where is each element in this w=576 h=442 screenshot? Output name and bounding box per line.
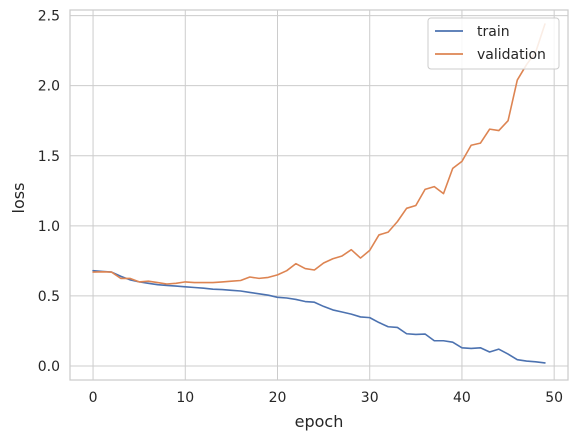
- x-tick-label: 20: [269, 390, 287, 406]
- grid: [70, 10, 568, 380]
- plot-frame: [69, 9, 569, 381]
- y-axis-label: loss: [9, 183, 28, 214]
- series-line-train: [92, 269, 546, 364]
- legend-label-validation: validation: [477, 47, 546, 63]
- legend: train validation: [427, 17, 560, 70]
- legend-label-train: train: [477, 24, 510, 40]
- y-tick-label: 2.0: [38, 79, 60, 95]
- x-tick-label: 30: [361, 390, 379, 406]
- x-tick-label: 10: [176, 390, 194, 406]
- x-tick-label: 40: [453, 390, 471, 406]
- x-tick-labels: 0 10 20 30 40 50: [89, 390, 563, 406]
- series-layer: [92, 23, 546, 364]
- y-tick-label: 0.5: [38, 289, 60, 305]
- x-axis-label: epoch: [295, 412, 344, 431]
- y-tick-label: 0.0: [38, 359, 60, 375]
- y-tick-label: 1.5: [38, 149, 60, 165]
- y-tick-labels: 0.0 0.5 1.0 1.5 2.0 2.5: [38, 9, 60, 375]
- y-tick-label: 1.0: [38, 219, 60, 235]
- x-tick-label: 50: [545, 390, 563, 406]
- x-tick-label: 0: [89, 390, 98, 406]
- y-tick-label: 2.5: [38, 9, 60, 25]
- series-line-validation: [92, 23, 546, 285]
